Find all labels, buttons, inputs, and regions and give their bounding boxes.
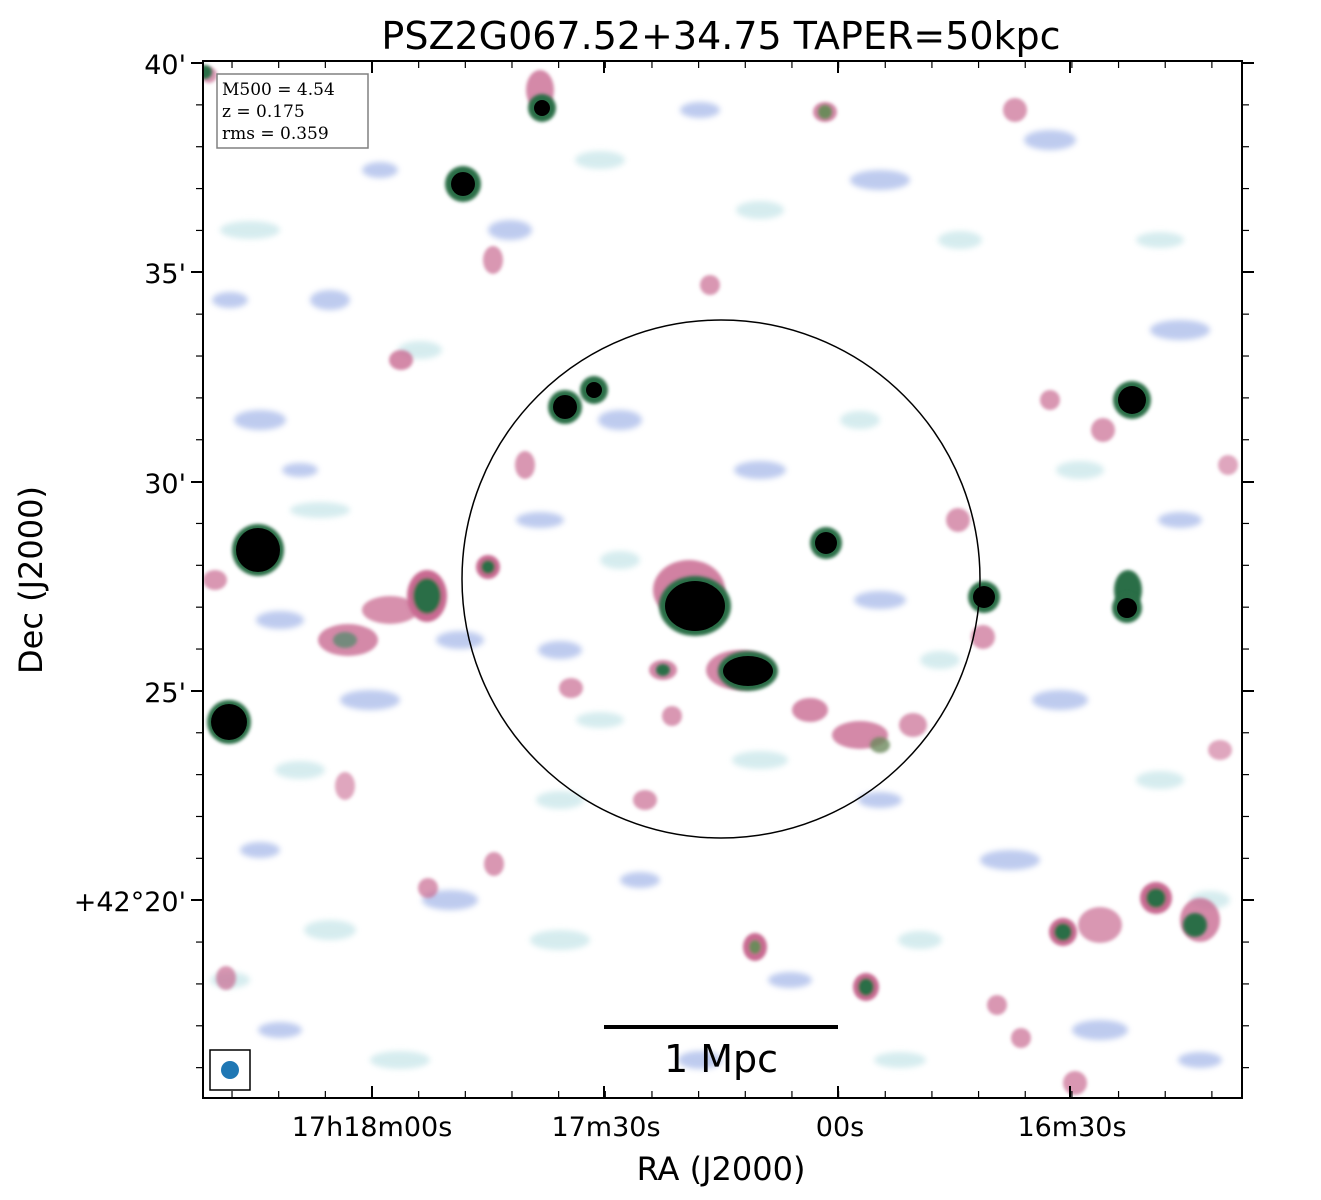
info-box — [216, 73, 369, 149]
r500-circle — [461, 319, 981, 839]
strong-sources — [207, 94, 1151, 744]
x-tick-label: 17h18m00s — [292, 1112, 453, 1143]
y-tick-label: 35' — [144, 259, 186, 290]
radio-image: 1 Mpc M500 = 4.54 z = 0.175 rms = 0.359 — [203, 61, 1242, 1098]
bright-emission — [203, 65, 1207, 1001]
y-tick-label: +42°20' — [74, 887, 186, 918]
y-tick-label: 40' — [144, 50, 186, 81]
y-tick-label: 25' — [144, 678, 186, 709]
info-mass: M500 = 4.54 — [222, 80, 335, 100]
x-tick-label: 17m30s — [551, 1112, 660, 1143]
figure-title: PSZ2G067.52+34.75 TAPER=50kpc — [381, 14, 1060, 58]
x-tick-label: 00s — [816, 1112, 864, 1143]
noise-pattern — [210, 102, 1230, 1069]
plot-frame — [202, 60, 1243, 1099]
x-tick-label: 16m30s — [1017, 1112, 1126, 1143]
minor-ticks — [196, 61, 1249, 1098]
y-axis-label: Dec (J2000) — [12, 486, 50, 674]
scale-bar-label: 1 Mpc — [664, 1037, 778, 1081]
x-tick-labels: 17h18m00s 17m30s 00s 16m30s — [292, 1112, 1127, 1143]
x-axis-label: RA (J2000) — [637, 1150, 806, 1188]
y-tick-labels: 40' 35' 30' 25' +42°20' — [74, 50, 186, 918]
y-tick-label: 30' — [144, 469, 186, 500]
beam-ellipse — [221, 1061, 239, 1079]
info-redshift: z = 0.175 — [222, 102, 305, 122]
info-rms: rms = 0.359 — [222, 124, 329, 144]
